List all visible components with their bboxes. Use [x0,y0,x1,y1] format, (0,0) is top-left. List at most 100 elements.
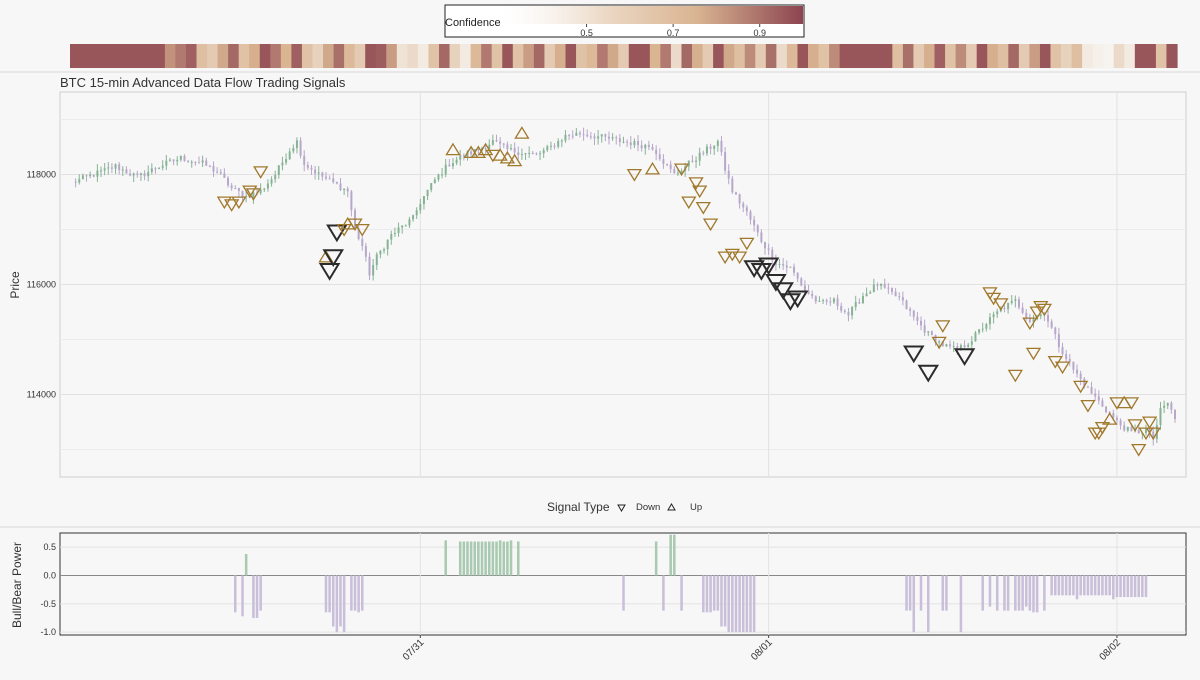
candle-body [742,203,745,208]
confidence-cell [238,44,250,68]
candle-body [767,248,770,250]
confidence-cell [91,44,103,68]
candle-body [1003,307,1006,310]
candle-body [832,298,835,303]
down-signal-marker [692,185,708,199]
candle-body [408,219,411,226]
candle-body [734,192,737,195]
candle-body [299,140,302,156]
candle-body [1166,402,1169,406]
candle-body [568,134,571,136]
power-bar [981,575,984,611]
candle-body [524,152,527,155]
price-y-label: Price [8,271,22,299]
candle-body [836,298,839,306]
candle-body [539,153,542,155]
candle-body [368,256,371,276]
candle-body [749,211,752,220]
confidence-cell [565,44,577,68]
candle-body [956,346,959,351]
down-signal-marker [626,168,643,182]
confidence-cell [797,44,809,68]
candle-body [179,155,182,160]
candle-body [317,172,320,174]
candle-body [988,317,991,325]
confidence-cell [1166,44,1178,68]
candle-body [691,160,694,162]
candle-body [201,160,204,163]
power-bar [716,575,720,611]
candle-body [840,305,843,311]
candle-body [375,254,378,266]
candle-body [285,159,288,163]
power-bar [1090,575,1093,596]
candle-body [644,144,647,149]
candle-body [74,181,77,183]
candle-body [945,344,948,347]
candle-body [321,172,324,177]
candle-body [477,149,480,151]
price-tick-label: 116000 [27,280,56,290]
down-signal-marker [1054,361,1071,375]
confidence-cell [586,44,598,68]
power-bar [498,540,502,576]
power-bar [1119,575,1122,598]
candle-body [1083,378,1086,387]
candle-body [858,301,861,304]
confidence-cell [902,44,915,68]
confidence-cell [112,44,124,68]
power-bar [331,575,335,627]
confidence-cell [185,44,198,68]
candle-body [412,215,415,220]
confidence-cell [512,44,524,68]
down-signal-marker [1073,380,1089,394]
confidence-cell [101,44,113,68]
legend-ticks: 0.5 0.7 0.9 [580,24,766,38]
confidence-cell [1092,44,1104,68]
candle-body [183,155,186,162]
candle-body [314,169,317,174]
candle-body [252,192,255,198]
candle-body [633,141,636,146]
confidence-cell [744,44,756,68]
price-tick-label: 118000 [27,170,56,180]
candle-body [883,283,886,288]
candle-body [205,160,208,166]
candle-body [1086,386,1089,388]
legend-gradient [500,6,803,24]
power-y-ticks: 0.5 0.0 -0.5 -1.0 [40,542,56,637]
power-bar [723,575,727,627]
candle-body [564,134,567,141]
down-signal-marker [724,248,741,262]
down-signal-marker [757,257,780,276]
candle-body [510,148,513,150]
candle-body [1039,314,1042,317]
confidence-cell [249,44,261,68]
confidence-cell [417,44,430,68]
power-bar [654,541,658,576]
confidence-cell [692,44,704,68]
candle-body [818,300,821,302]
candle-body [912,310,915,317]
power-bar [1108,575,1111,596]
confidence-cell [628,44,640,68]
power-bar [477,541,480,576]
power-bar [491,541,495,576]
power-bar [1021,575,1024,611]
power-bar [738,575,741,633]
power-bar [1144,575,1148,598]
candle-body [107,167,110,169]
candle-body [716,140,719,146]
candle-body [963,345,966,347]
power-bar [1032,575,1035,613]
candle-body [1130,427,1133,432]
confidence-cell [934,44,946,68]
candle-body [1050,321,1053,328]
candle-body [1054,327,1057,335]
down-signal-marker [993,298,1009,311]
confidence-cell [987,44,999,68]
candle-body [448,164,451,167]
price-tick-label: 114000 [27,390,56,400]
confidence-cell [460,44,472,68]
power-bar [1014,575,1017,611]
